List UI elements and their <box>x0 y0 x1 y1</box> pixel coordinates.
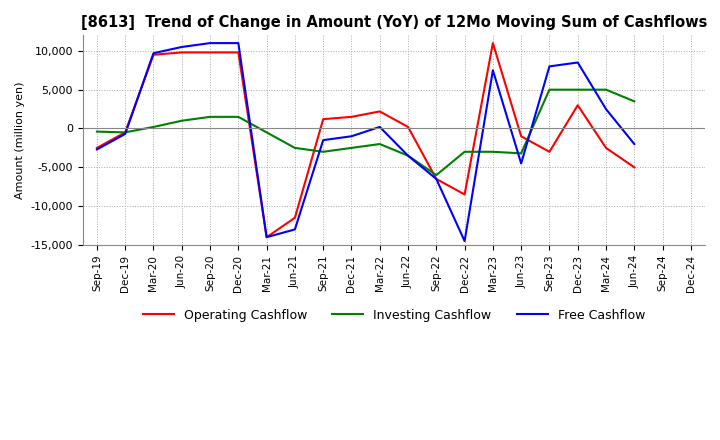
Operating Cashflow <box>602 145 611 150</box>
Investing Cashflow <box>93 129 102 134</box>
Free Cashflow <box>319 138 328 143</box>
Operating Cashflow <box>630 165 639 170</box>
Free Cashflow <box>460 238 469 244</box>
Operating Cashflow <box>319 117 328 122</box>
Free Cashflow <box>432 176 441 182</box>
Free Cashflow <box>602 106 611 112</box>
Investing Cashflow <box>319 149 328 154</box>
Operating Cashflow <box>291 215 300 220</box>
Operating Cashflow <box>262 235 271 240</box>
Investing Cashflow <box>489 149 498 154</box>
Free Cashflow <box>121 131 130 136</box>
Operating Cashflow <box>177 50 186 55</box>
Investing Cashflow <box>545 87 554 92</box>
Line: Free Cashflow: Free Cashflow <box>97 43 634 241</box>
Operating Cashflow <box>517 134 526 139</box>
Free Cashflow <box>404 153 413 158</box>
Free Cashflow <box>489 68 498 73</box>
Operating Cashflow <box>93 145 102 150</box>
Investing Cashflow <box>206 114 215 120</box>
Free Cashflow <box>206 40 215 46</box>
Operating Cashflow <box>460 192 469 197</box>
Free Cashflow <box>573 60 582 65</box>
Y-axis label: Amount (million yen): Amount (million yen) <box>15 81 25 199</box>
Investing Cashflow <box>602 87 611 92</box>
Investing Cashflow <box>573 87 582 92</box>
Operating Cashflow <box>545 149 554 154</box>
Line: Operating Cashflow: Operating Cashflow <box>97 43 634 237</box>
Investing Cashflow <box>262 130 271 135</box>
Free Cashflow <box>262 235 271 240</box>
Free Cashflow <box>375 125 384 130</box>
Title: [8613]  Trend of Change in Amount (YoY) of 12Mo Moving Sum of Cashflows: [8613] Trend of Change in Amount (YoY) o… <box>81 15 707 30</box>
Free Cashflow <box>93 147 102 152</box>
Investing Cashflow <box>517 151 526 156</box>
Free Cashflow <box>517 161 526 166</box>
Free Cashflow <box>177 44 186 50</box>
Investing Cashflow <box>149 125 158 130</box>
Operating Cashflow <box>489 40 498 46</box>
Operating Cashflow <box>432 176 441 182</box>
Operating Cashflow <box>149 52 158 57</box>
Operating Cashflow <box>121 130 130 135</box>
Investing Cashflow <box>404 153 413 158</box>
Investing Cashflow <box>177 118 186 123</box>
Free Cashflow <box>149 51 158 56</box>
Free Cashflow <box>347 134 356 139</box>
Investing Cashflow <box>375 141 384 147</box>
Investing Cashflow <box>347 145 356 150</box>
Legend: Operating Cashflow, Investing Cashflow, Free Cashflow: Operating Cashflow, Investing Cashflow, … <box>138 304 650 327</box>
Free Cashflow <box>630 141 639 147</box>
Free Cashflow <box>234 40 243 46</box>
Investing Cashflow <box>121 130 130 135</box>
Operating Cashflow <box>573 103 582 108</box>
Operating Cashflow <box>375 109 384 114</box>
Free Cashflow <box>291 227 300 232</box>
Operating Cashflow <box>404 125 413 130</box>
Investing Cashflow <box>460 149 469 154</box>
Investing Cashflow <box>630 99 639 104</box>
Investing Cashflow <box>291 145 300 150</box>
Investing Cashflow <box>432 172 441 178</box>
Free Cashflow <box>545 64 554 69</box>
Line: Investing Cashflow: Investing Cashflow <box>97 90 634 175</box>
Investing Cashflow <box>234 114 243 120</box>
Operating Cashflow <box>206 50 215 55</box>
Operating Cashflow <box>234 50 243 55</box>
Operating Cashflow <box>347 114 356 120</box>
